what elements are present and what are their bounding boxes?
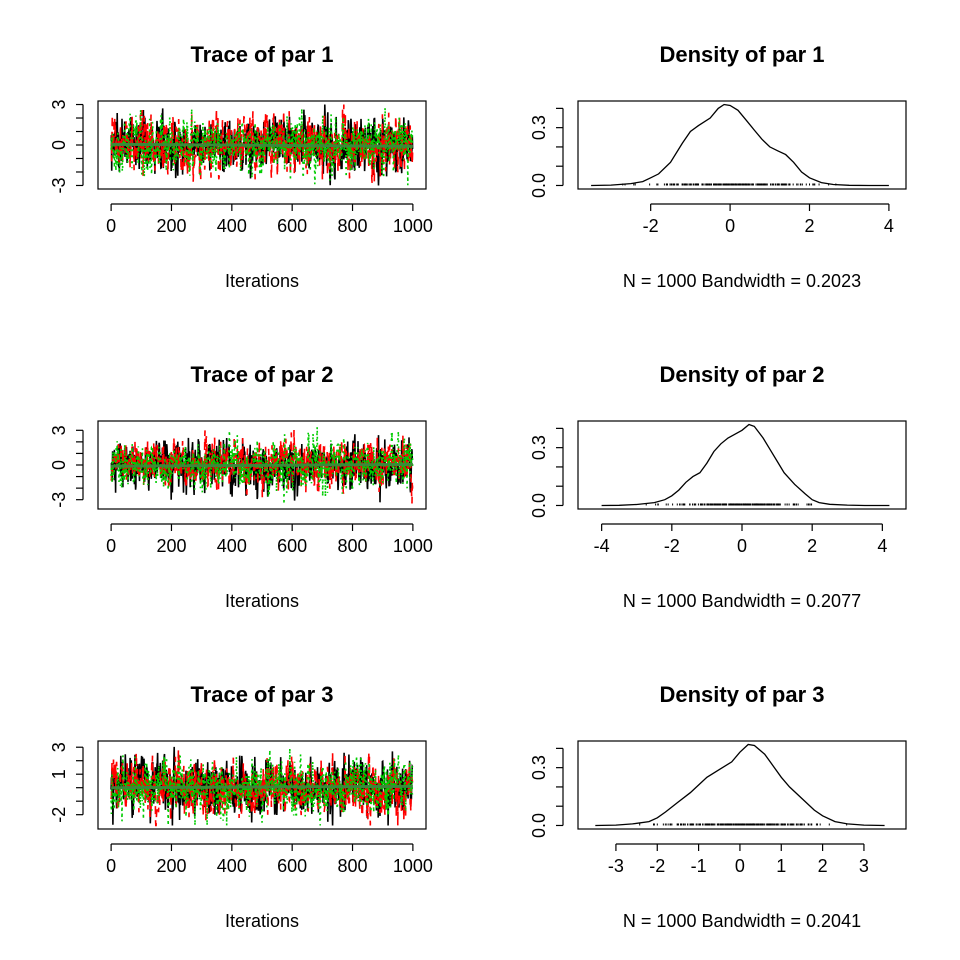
y-tick-label: 3 <box>49 100 69 110</box>
x-tick-label: 0 <box>725 216 735 236</box>
running-mean-line <box>111 784 413 790</box>
x-tick-label: 2 <box>818 856 828 876</box>
x-axis-label: N = 1000 Bandwidth = 0.2041 <box>623 911 861 931</box>
y-tick-label: 0 <box>49 140 69 150</box>
running-mean-line <box>111 142 413 148</box>
running-mean-line <box>111 462 413 468</box>
y-tick-label: 0 <box>49 460 69 470</box>
panel-title: Density of par 3 <box>659 682 824 707</box>
panel-title: Density of par 1 <box>659 42 824 67</box>
x-tick-label: 400 <box>217 216 247 236</box>
rug <box>622 183 837 186</box>
x-tick-label: 2 <box>807 536 817 556</box>
x-axis-label: N = 1000 Bandwidth = 0.2023 <box>623 271 861 291</box>
x-tick-label: 3 <box>859 856 869 876</box>
y-tick-label: 3 <box>49 425 69 435</box>
x-tick-label: 4 <box>877 536 887 556</box>
x-tick-label: 0 <box>106 216 116 236</box>
x-tick-label: 1000 <box>393 856 433 876</box>
plot-frame <box>577 420 907 510</box>
plot-frame <box>97 420 427 510</box>
plot-frame <box>577 100 907 190</box>
x-tick-label: -3 <box>608 856 624 876</box>
x-tick-label: 4 <box>884 216 894 236</box>
y-tick-label: -2 <box>49 807 69 823</box>
panel-title: Density of par 2 <box>659 362 824 387</box>
plot-frame <box>97 740 427 830</box>
x-tick-label: 400 <box>217 536 247 556</box>
y-tick-label: 1 <box>49 769 69 779</box>
x-tick-label: 400 <box>217 856 247 876</box>
panel-title: Trace of par 3 <box>190 682 333 707</box>
panel-title: Trace of par 2 <box>190 362 333 387</box>
density-curve <box>591 103 889 187</box>
trace-series-3 <box>110 748 414 826</box>
rug <box>645 503 813 506</box>
x-axis-label: Iterations <box>225 271 299 291</box>
x-tick-label: 600 <box>277 536 307 556</box>
x-tick-label: -4 <box>594 536 610 556</box>
x-tick-label: -2 <box>664 536 680 556</box>
x-tick-label: 200 <box>156 856 186 876</box>
panel-1: Trace of par 1 0 200 400 600 800 1000 Iteration… <box>49 42 433 291</box>
trace-series-3 <box>110 107 414 186</box>
x-tick-label: 0 <box>737 536 747 556</box>
x-tick-label: 0 <box>106 536 116 556</box>
plot-area <box>595 743 885 827</box>
x-axis-label: Iterations <box>225 911 299 931</box>
panel-3: Trace of par 2 0 200 400 600 800 1000 Iteration… <box>49 362 433 611</box>
panel-5: Trace of par 3 0 200 400 600 800 1000 Iteration… <box>49 682 433 931</box>
density-curve <box>601 423 890 507</box>
plot-area <box>110 426 414 505</box>
x-tick-label: 200 <box>156 216 186 236</box>
panel-6: Density of par 3 -3 -2 -1 0 1 2 3 N = 1000 Bandw… <box>529 682 907 931</box>
x-axis-label: N = 1000 Bandwidth = 0.2077 <box>623 591 861 611</box>
plot-frame <box>577 740 907 830</box>
rug <box>639 823 848 826</box>
y-tick-label: 0.0 <box>529 173 549 198</box>
plot-area <box>110 746 414 827</box>
y-tick-label: 0.3 <box>529 755 549 780</box>
plot-area <box>591 103 889 187</box>
y-tick-label: -3 <box>49 177 69 193</box>
y-tick-label: 3 <box>49 742 69 752</box>
x-tick-label: 1 <box>776 856 786 876</box>
x-tick-label: -1 <box>691 856 707 876</box>
x-tick-label: 1000 <box>393 536 433 556</box>
x-tick-label: 2 <box>804 216 814 236</box>
panel-title: Trace of par 1 <box>190 42 333 67</box>
x-tick-label: -2 <box>643 216 659 236</box>
x-tick-label: 1000 <box>393 216 433 236</box>
x-tick-label: 600 <box>277 856 307 876</box>
plot-area <box>110 104 414 186</box>
x-tick-label: 0 <box>735 856 745 876</box>
x-tick-label: 200 <box>156 536 186 556</box>
x-tick-label: 800 <box>338 856 368 876</box>
x-tick-label: 800 <box>338 216 368 236</box>
plot-area <box>601 423 890 507</box>
x-tick-label: -2 <box>649 856 665 876</box>
x-tick-label: 600 <box>277 216 307 236</box>
y-tick-label: -3 <box>49 492 69 508</box>
x-tick-label: 0 <box>106 856 116 876</box>
panel-4: Density of par 2 -4 -2 0 2 4 N = 1000 Bandwidt… <box>529 362 907 611</box>
y-tick-label: 0.3 <box>529 115 549 140</box>
x-tick-label: 800 <box>338 536 368 556</box>
density-curve <box>595 743 885 827</box>
y-tick-label: 0.0 <box>529 493 549 518</box>
trace-series-3 <box>110 426 414 505</box>
panel-2: Density of par 1 -2 0 2 4 N = 1000 Bandwidth … <box>529 42 907 291</box>
x-axis-label: Iterations <box>225 591 299 611</box>
plot-frame <box>97 100 427 190</box>
y-tick-label: 0.0 <box>529 813 549 838</box>
y-tick-label: 0.3 <box>529 435 549 460</box>
